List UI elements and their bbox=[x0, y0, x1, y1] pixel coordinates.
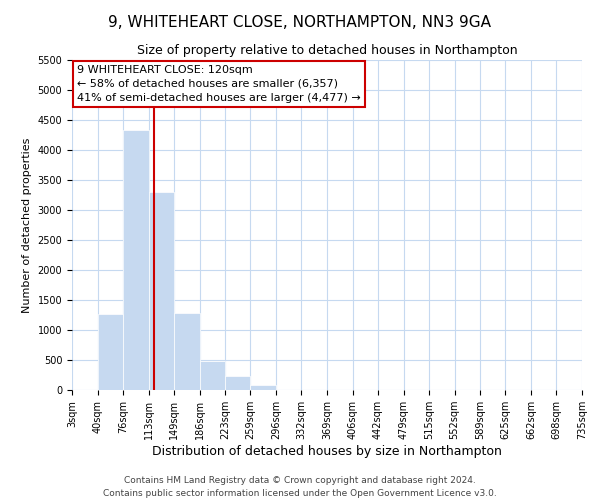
Bar bbox=[98, 314, 123, 390]
Bar bbox=[174, 312, 199, 390]
Bar bbox=[199, 361, 225, 390]
Bar bbox=[123, 130, 149, 390]
Y-axis label: Number of detached properties: Number of detached properties bbox=[22, 138, 32, 312]
Bar bbox=[149, 192, 174, 390]
Bar bbox=[250, 384, 276, 390]
Text: 9, WHITEHEART CLOSE, NORTHAMPTON, NN3 9GA: 9, WHITEHEART CLOSE, NORTHAMPTON, NN3 9G… bbox=[109, 15, 491, 30]
Text: Contains HM Land Registry data © Crown copyright and database right 2024.
Contai: Contains HM Land Registry data © Crown c… bbox=[103, 476, 497, 498]
Text: 9 WHITEHEART CLOSE: 120sqm
← 58% of detached houses are smaller (6,357)
41% of s: 9 WHITEHEART CLOSE: 120sqm ← 58% of deta… bbox=[77, 65, 361, 103]
X-axis label: Distribution of detached houses by size in Northampton: Distribution of detached houses by size … bbox=[152, 445, 502, 458]
Title: Size of property relative to detached houses in Northampton: Size of property relative to detached ho… bbox=[137, 44, 517, 58]
Bar bbox=[225, 376, 250, 390]
